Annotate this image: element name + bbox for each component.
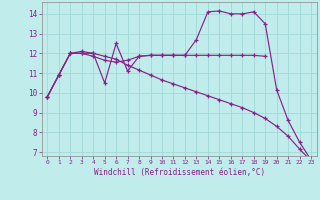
X-axis label: Windchill (Refroidissement éolien,°C): Windchill (Refroidissement éolien,°C) (94, 168, 265, 177)
